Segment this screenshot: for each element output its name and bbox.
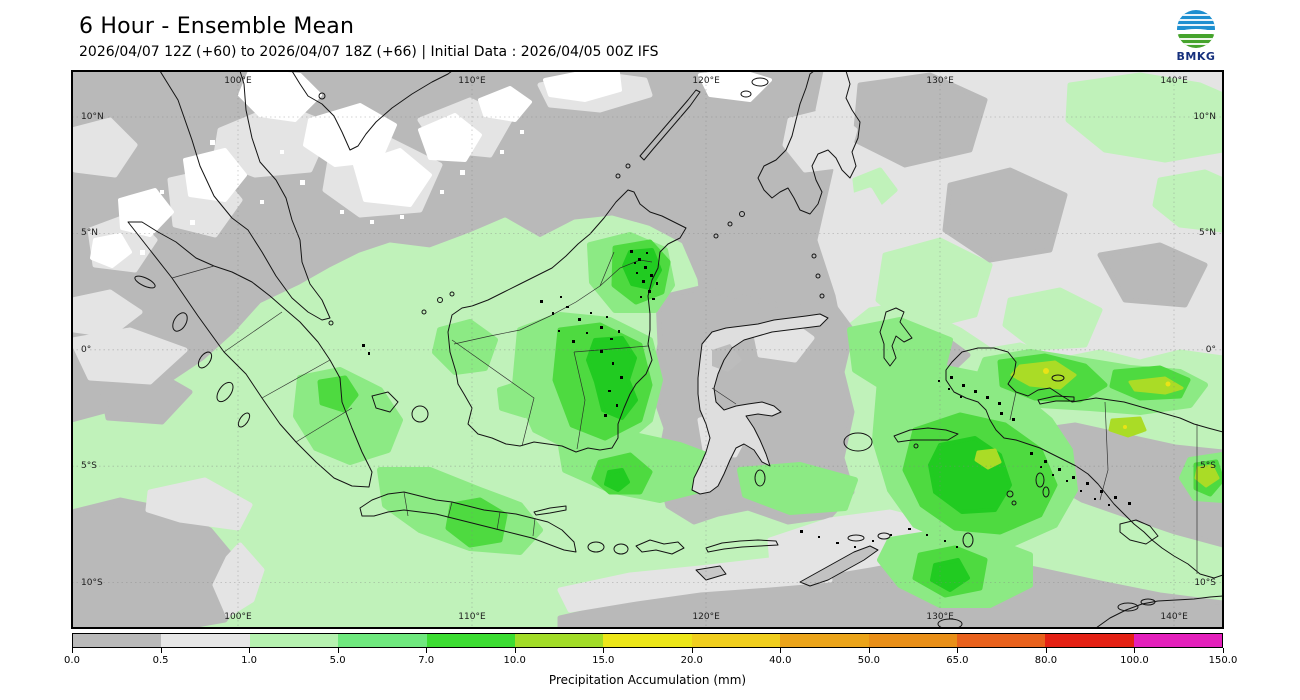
page-title: 6 Hour - Ensemble Mean xyxy=(79,14,355,39)
colorbar-segment xyxy=(73,634,162,647)
colorbar-tick-label: 80.0 xyxy=(1034,655,1058,666)
coastlines xyxy=(127,71,1223,628)
colorbar-tick-label: 7.0 xyxy=(418,655,435,666)
colorbar-tickmark xyxy=(1134,648,1136,653)
map-frame xyxy=(71,70,1224,629)
colorbar-tickmark xyxy=(514,648,516,653)
colorbar-segment xyxy=(514,634,604,647)
colorbar-tick-label: 20.0 xyxy=(680,655,703,666)
colorbar-tickmark xyxy=(957,648,959,653)
colorbar-tickmark xyxy=(337,648,339,653)
colorbar-tickmark xyxy=(72,648,73,653)
colorbar-tick-label: 0.0 xyxy=(64,655,80,666)
bmkg-logo-text: BMKG xyxy=(1176,50,1216,63)
colorbar-segment xyxy=(426,634,515,647)
colorbar-tickmark xyxy=(691,648,693,653)
colorbar-tickmark xyxy=(426,648,428,653)
colorbar-segment xyxy=(868,634,957,647)
colorbar-tick-label: 10.0 xyxy=(503,655,526,666)
colorbar-tickmark xyxy=(1223,648,1224,653)
colorbar-tick-label: 15.0 xyxy=(592,655,615,666)
colorbar-segment xyxy=(161,634,250,647)
colorbar-tick-label: 65.0 xyxy=(946,655,969,666)
colorbar-tickmark xyxy=(1045,648,1047,653)
colorbar-tick-label: 0.5 xyxy=(152,655,169,666)
colorbar-tick-label: 100.0 xyxy=(1120,655,1149,666)
colorbar-tickmark xyxy=(249,648,251,653)
colorbar-segment xyxy=(780,634,869,647)
colorbar-axis-label: Precipitation Accumulation (mm) xyxy=(548,673,747,687)
colorbar-ticks: 0.0 0.5 1.0 5.0 7.0 10.0 15.0 20.0 40.0 50.0 65.0 8… xyxy=(64,648,1237,674)
colorbar-tick-label: 50.0 xyxy=(857,655,880,666)
colorbar-segment xyxy=(338,634,427,647)
colorbar-tick-label: 150.0 xyxy=(1208,655,1238,666)
colorbar-segment xyxy=(691,634,781,647)
bmkg-logo: BMKG xyxy=(1172,8,1220,68)
colorbar-tickmark xyxy=(780,648,782,653)
colorbar-segment xyxy=(956,634,1046,647)
bmkg-globe-icon xyxy=(1177,10,1215,48)
admin-borders xyxy=(171,251,1198,574)
map-canvas xyxy=(71,70,1224,629)
colorbar-tickmark xyxy=(868,648,870,653)
colorbar-tick-label: 5.0 xyxy=(329,655,346,666)
page-subtitle: 2026/04/07 12Z (+60) to 2026/04/07 18Z (… xyxy=(79,44,659,60)
colorbar-segment xyxy=(249,634,339,647)
colorbar-segment xyxy=(1133,634,1223,647)
colorbar xyxy=(72,633,1223,648)
colorbar-tickmark xyxy=(160,648,162,653)
colorbar-segment xyxy=(1045,634,1134,647)
colorbar-tick-label: 1.0 xyxy=(241,655,258,666)
colorbar-tickmark xyxy=(603,648,605,653)
colorbar-tick-label: 40.0 xyxy=(769,655,792,666)
colorbar-segment xyxy=(603,634,692,647)
